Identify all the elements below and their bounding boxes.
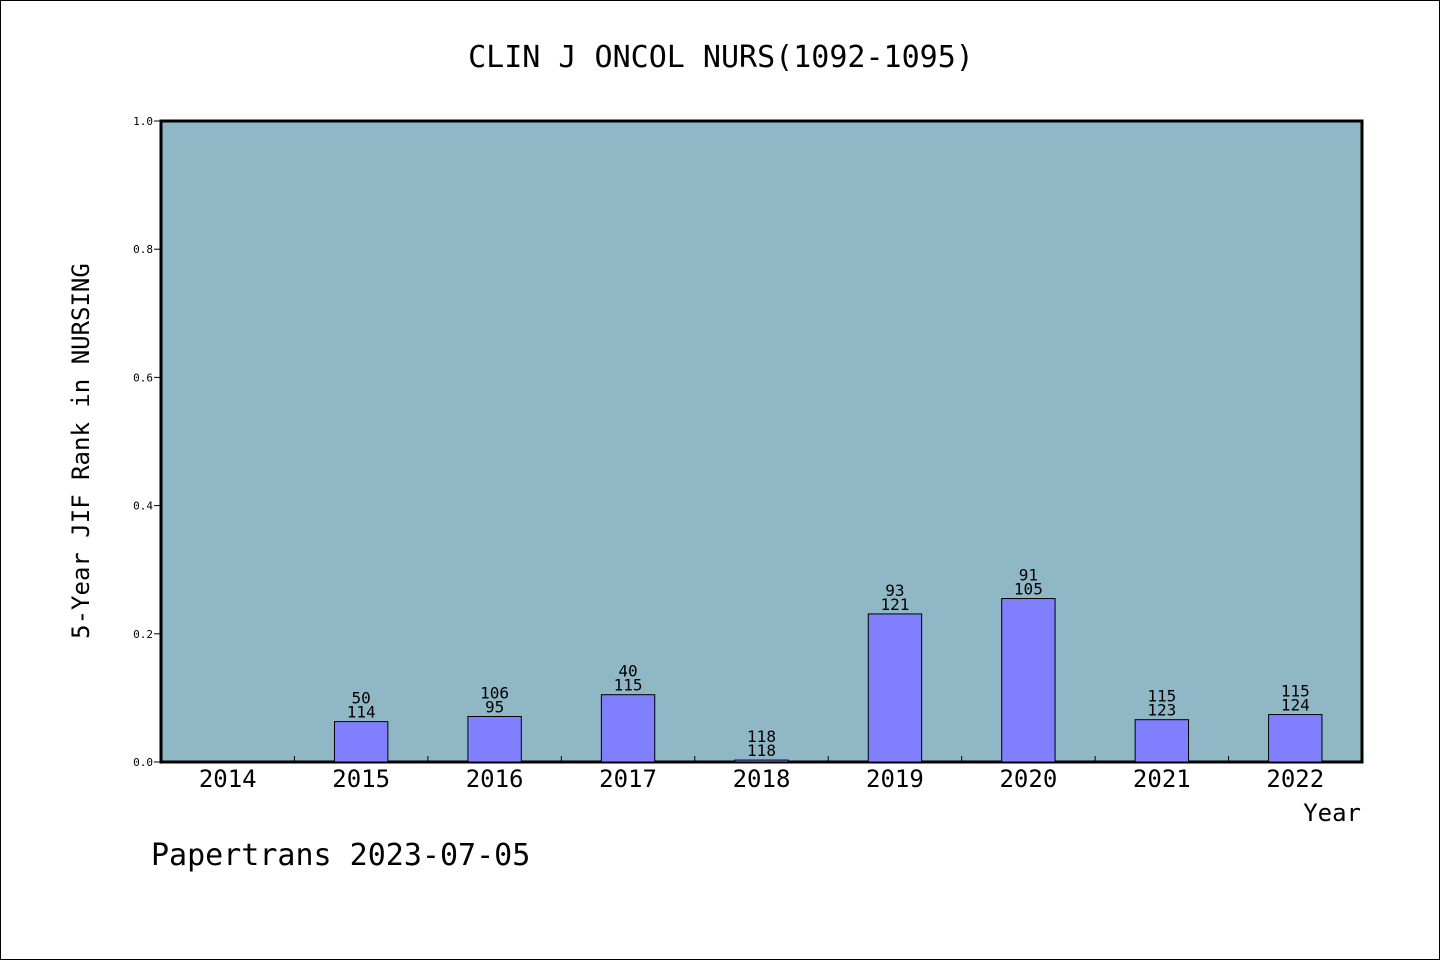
- bar: [333, 721, 389, 763]
- bar-label-bottom: 124: [1281, 696, 1310, 715]
- bar-label-bottom: 95: [485, 697, 504, 716]
- y-tick-label: 0.6: [133, 371, 153, 384]
- bar-label-top: 118: [747, 727, 776, 746]
- y-axis: 0.0 0.2 0.4 0.6 0.8 1.0: [133, 115, 161, 769]
- bar-label-top: 91: [1019, 566, 1038, 585]
- footer-text: Papertrans 2023-07-05: [151, 838, 530, 873]
- x-tick-label: 2021: [1133, 765, 1191, 793]
- bar-label-bottom: 115: [614, 676, 643, 695]
- x-tick-label: 2022: [1266, 765, 1324, 793]
- bar: [867, 613, 923, 763]
- y-tick-label: 0.0: [133, 756, 153, 769]
- y-tick-label: 1.0: [133, 115, 153, 128]
- x-axis: 2014 2015 2016 2017 2018 2019 2020 2021 2022: [199, 756, 1324, 793]
- bar-series: [333, 598, 1323, 763]
- bar-label-bottom: 121: [880, 595, 909, 614]
- bar: [1001, 598, 1056, 763]
- bar-label-top: 40: [618, 662, 637, 681]
- bar-label-top: 115: [1281, 682, 1310, 701]
- chart-title: CLIN J ONCOL NURS(1092-1095): [468, 40, 974, 75]
- x-tick-label: 2016: [466, 765, 524, 793]
- y-tick-label: 0.4: [133, 500, 153, 513]
- bar-label-top: 106: [480, 683, 509, 702]
- x-tick-label: 2020: [999, 765, 1057, 793]
- y-tick-label: 0.2: [133, 628, 153, 641]
- bar-label-bottom: 123: [1147, 701, 1176, 720]
- bar-label-top: 93: [885, 581, 904, 600]
- y-axis-label: 5-Year JIF Rank in NURSING: [67, 263, 95, 639]
- bar-label-bottom: 105: [1014, 580, 1043, 599]
- x-tick-label: 2017: [599, 765, 657, 793]
- bar-label-bottom: 118: [747, 741, 776, 760]
- plot-area: [159, 119, 1364, 764]
- x-tick-label: 2018: [733, 765, 791, 793]
- bar-label-top: 50: [352, 689, 371, 708]
- x-axis-label: Year: [1303, 799, 1361, 827]
- bar: [1134, 719, 1190, 763]
- bar: [467, 715, 522, 763]
- bar: [600, 694, 656, 763]
- bar: [734, 759, 789, 763]
- bar-label-bottom: 114: [347, 703, 376, 722]
- bar-label-top: 115: [1147, 687, 1176, 706]
- bar: [1268, 714, 1323, 763]
- x-tick-label: 2015: [332, 765, 390, 793]
- y-tick-label: 0.8: [133, 243, 153, 256]
- x-tick-label: 2019: [866, 765, 924, 793]
- x-tick-label: 2014: [199, 765, 257, 793]
